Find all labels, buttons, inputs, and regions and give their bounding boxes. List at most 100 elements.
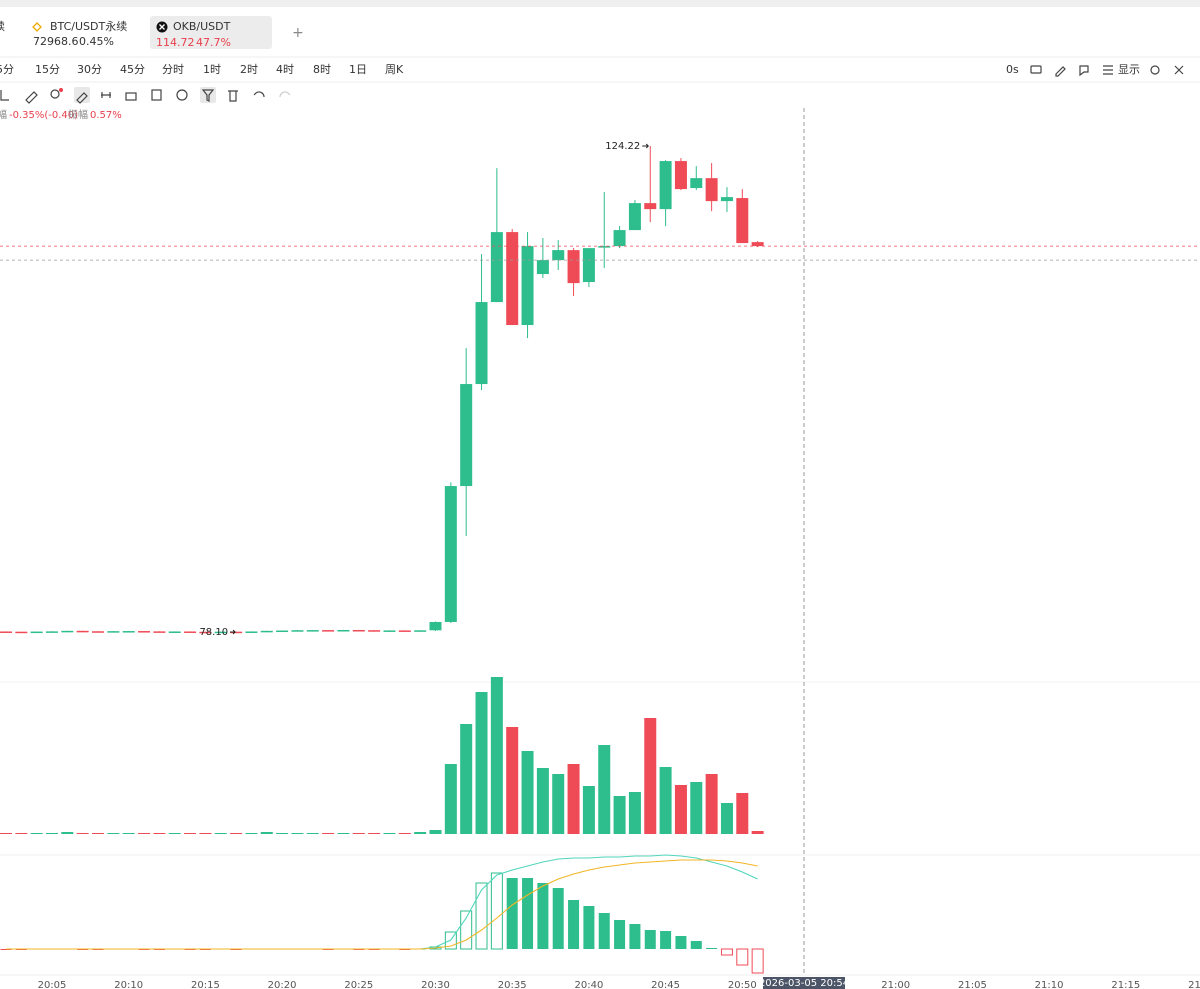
- x-tick-label: 20:15: [191, 980, 220, 989]
- x-tick-label: 20:40: [574, 980, 603, 989]
- volume-bar: [674, 785, 687, 834]
- tool-icon[interactable]: [101, 92, 111, 98]
- volume-bar: [15, 833, 28, 834]
- volume-bar: [690, 782, 703, 834]
- x-tick-label: 20:25: [344, 980, 373, 989]
- x-tick-label: 20:10: [114, 980, 143, 989]
- candle-body: [291, 630, 304, 632]
- timeframe[interactable]: 30分: [77, 63, 102, 76]
- timeframe[interactable]: 2时: [240, 63, 258, 76]
- volume-bar: [245, 833, 258, 834]
- tool-icon[interactable]: [228, 90, 238, 102]
- candle-body: [414, 630, 427, 632]
- macd-bar: [552, 888, 564, 949]
- candle-body: [644, 203, 657, 210]
- tab[interactable]: 续: [0, 19, 5, 33]
- timeframe[interactable]: 1日: [349, 63, 367, 76]
- x-tick-label: 21:20: [1188, 980, 1200, 989]
- volume-bar: [61, 832, 74, 834]
- tab[interactable]: BTC/USDT永续: [50, 19, 127, 33]
- candle-body: [352, 629, 365, 632]
- timeframe[interactable]: 分时: [162, 63, 184, 76]
- x-tick-label: 20:30: [421, 980, 450, 989]
- x-tick-label: 21:15: [1111, 980, 1140, 989]
- volume-bar: [184, 833, 197, 834]
- candle-body: [720, 197, 733, 202]
- timeframe[interactable]: 周K: [385, 63, 404, 76]
- x-tick-label: 21:05: [958, 980, 987, 989]
- candle-body: [490, 232, 503, 303]
- pen-icon[interactable]: [1055, 66, 1066, 77]
- macd-bar: [598, 913, 610, 949]
- list-icon[interactable]: [1103, 65, 1113, 75]
- macd-bar: [720, 948, 733, 956]
- volume-bar: [168, 833, 181, 834]
- timeframe[interactable]: 1时: [203, 63, 221, 76]
- candle-body: [582, 248, 595, 283]
- note-icon[interactable]: [1079, 65, 1089, 77]
- tab[interactable]: OKB/USDT: [173, 20, 231, 33]
- fullscreen-icon[interactable]: [1174, 65, 1184, 75]
- info-label: 幅: [0, 108, 7, 121]
- tool-icon[interactable]: [25, 91, 38, 104]
- volume-bar: [720, 803, 733, 834]
- volume-bar: [460, 724, 473, 834]
- candle-body: [674, 161, 687, 190]
- volume-bar: [337, 833, 350, 834]
- tab-change: 0.45%: [79, 35, 114, 48]
- volume-bar: [138, 833, 151, 834]
- tool-icon[interactable]: [76, 92, 88, 104]
- tool-icon[interactable]: [0, 90, 9, 101]
- x-tick-label: 20:20: [268, 980, 297, 989]
- macd-bar: [644, 930, 656, 949]
- tool-icon[interactable]: [176, 89, 188, 101]
- macd-bar: [444, 931, 457, 950]
- timeframe[interactable]: 15分: [35, 63, 60, 76]
- volume-bar: [199, 833, 212, 834]
- volume-bar: [613, 796, 626, 834]
- macd-bar: [736, 948, 749, 966]
- active-tab[interactable]: [150, 16, 272, 49]
- volume-bar: [260, 832, 273, 834]
- crosshair-label-bg: [763, 977, 845, 989]
- volume-bar: [536, 768, 549, 834]
- volume-bar: [475, 692, 488, 834]
- tool-dot: [59, 88, 63, 92]
- candle-body: [398, 630, 411, 632]
- high-label: 124.22: [605, 141, 640, 152]
- redo-icon[interactable]: [279, 91, 291, 98]
- timeframe[interactable]: 8时: [313, 63, 331, 76]
- timeframe[interactable]: 5分: [0, 63, 14, 76]
- volume-bar: [214, 833, 227, 834]
- candle-body: [429, 621, 442, 631]
- low-arrow: [230, 629, 236, 635]
- tool-icon[interactable]: [125, 92, 137, 101]
- macd-bar: [475, 882, 488, 950]
- candle-body: [567, 250, 580, 284]
- tool-icon[interactable]: [201, 89, 215, 102]
- volume-bar: [122, 833, 135, 834]
- macd-dea-line: [5, 859, 758, 950]
- undo-icon[interactable]: [253, 91, 265, 98]
- settings-icon[interactable]: [1150, 65, 1160, 75]
- candle-body: [61, 630, 74, 633]
- x-tick-label: 20:35: [498, 980, 527, 989]
- timeframe[interactable]: 45分: [120, 63, 145, 76]
- display-button[interactable]: 显示: [1118, 63, 1140, 76]
- volume-bar: [736, 793, 749, 834]
- macd-bar: [675, 936, 687, 949]
- macd-bar: [660, 931, 672, 949]
- tool-icon[interactable]: [151, 89, 162, 101]
- volume-bar: [153, 833, 166, 834]
- tool-icon[interactable]: [50, 89, 60, 99]
- macd-bar: [583, 906, 595, 949]
- add-tab[interactable]: +: [292, 25, 304, 41]
- candle-body: [736, 198, 749, 244]
- candle-body: [199, 631, 212, 634]
- candle-body: [751, 242, 764, 247]
- timeframe[interactable]: 4时: [276, 63, 294, 76]
- candle-body: [383, 630, 396, 632]
- volume-bar: [429, 830, 442, 834]
- camera-icon[interactable]: [1030, 65, 1042, 74]
